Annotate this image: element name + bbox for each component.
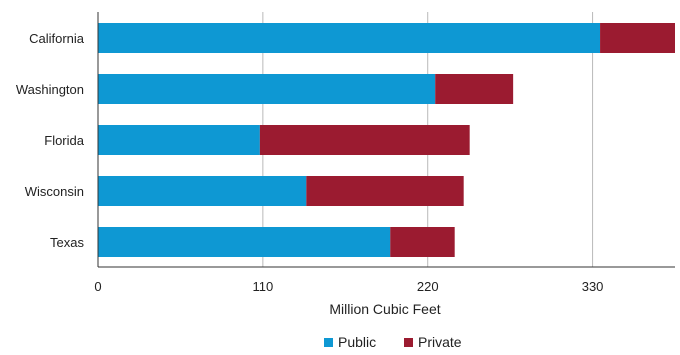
category-label-california: California [29, 31, 85, 46]
bar-california-private [600, 23, 675, 53]
bar-texas-private [390, 227, 455, 257]
legend-swatch-private [404, 338, 413, 347]
bar-wisconsin-public [98, 176, 307, 206]
bar-texas-public [98, 227, 391, 257]
x-tick-label-0: 0 [94, 279, 101, 294]
bar-wisconsin-private [306, 176, 464, 206]
category-label-wisconsin: Wisconsin [25, 184, 84, 199]
legend-label-private: Private [418, 334, 462, 350]
bar-florida-public [98, 125, 260, 155]
category-label-washington: Washington [16, 82, 84, 97]
bar-washington-private [435, 74, 514, 104]
x-axis-title: Million Cubic Feet [329, 301, 440, 317]
category-label-florida: Florida [44, 133, 85, 148]
x-tick-label-110: 110 [252, 279, 273, 294]
legend-label-public: Public [338, 334, 376, 350]
bar-california-public [98, 23, 601, 53]
bar-washington-public [98, 74, 436, 104]
x-tick-label-330: 330 [582, 279, 604, 294]
legend-swatch-public [324, 338, 333, 347]
category-label-texas: Texas [50, 235, 84, 250]
x-tick-label-220: 220 [417, 279, 439, 294]
bar-florida-private [259, 125, 470, 155]
